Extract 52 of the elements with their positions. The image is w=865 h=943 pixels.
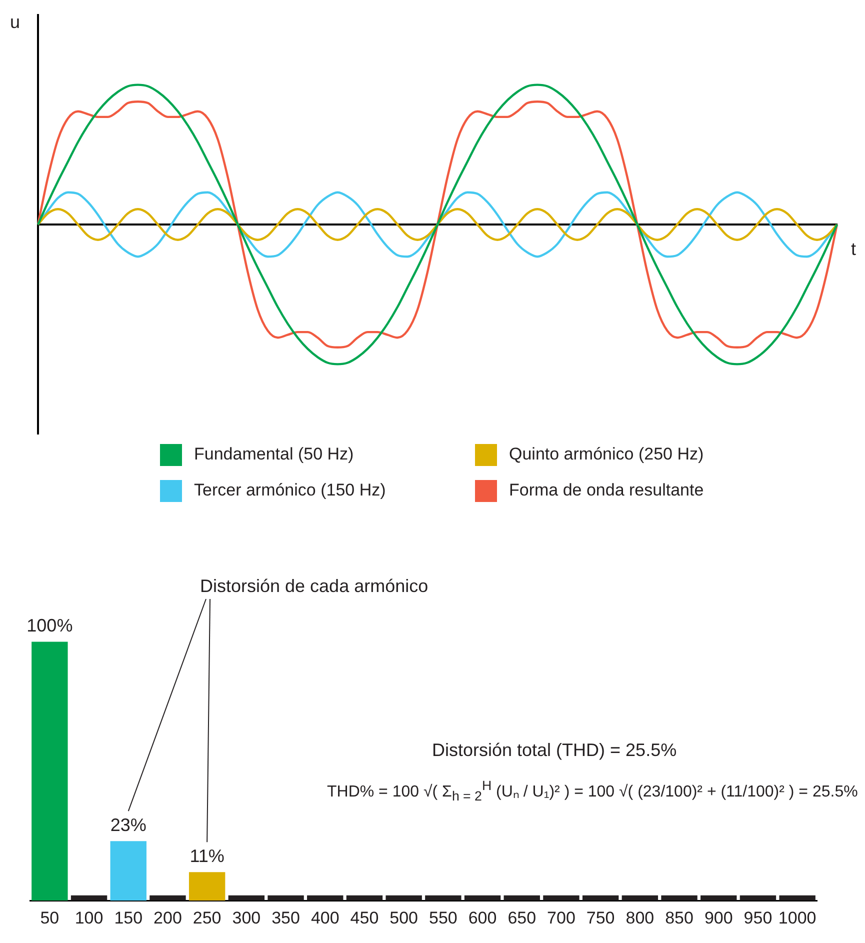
bar: [386, 895, 422, 901]
x-tick-label: 300: [232, 908, 261, 928]
bar: [32, 642, 68, 901]
x-tick-label: 700: [547, 908, 576, 928]
x-tick-label: 100: [74, 908, 104, 928]
bar: [464, 895, 501, 901]
bar: [779, 895, 816, 901]
x-tick-label: 1000: [778, 908, 816, 928]
annotation: THD% = 100 √( Σ$_{h = 2}$$^{H}$ (Uₙ / U₁)² ) = 100 √( (23/100)² + (11/100)² ) = 25.5%: [327, 778, 858, 804]
legend-label: Forma de onda resultante: [508, 480, 705, 502]
x-tick-label: 550: [428, 908, 458, 928]
bar: [228, 895, 265, 901]
bar: [661, 895, 698, 901]
x-tick-label: 400: [310, 908, 340, 928]
bar: [582, 895, 619, 901]
data-label: 100%: [26, 616, 73, 636]
x-tick-label: 500: [390, 908, 418, 928]
bar: [188, 872, 226, 901]
x-tick-label: 450: [350, 908, 379, 928]
bar: [268, 895, 304, 901]
bar: [150, 895, 186, 901]
y-axis-title: u: [10, 12, 20, 33]
x-tick-label: 200: [154, 908, 182, 928]
x-tick-label: 900: [704, 908, 733, 928]
bar: [700, 895, 737, 901]
bar: [504, 895, 540, 901]
bar: [622, 895, 658, 901]
x-tick-label: 150: [114, 908, 143, 928]
x-axis-title: t: [851, 238, 856, 260]
x-tick-label: 750: [586, 908, 615, 928]
x-tick-label: 50: [40, 908, 60, 928]
bar: [70, 895, 108, 901]
bar: [740, 895, 776, 901]
data-label: 23%: [110, 815, 146, 836]
bar: [307, 895, 344, 901]
bar: [543, 895, 580, 901]
x-tick-label: 600: [468, 908, 497, 928]
legend-label: Quinto armónico (250 Hz): [508, 444, 705, 466]
legend-label: Tercer armónico (150 Hz): [193, 480, 387, 502]
x-tick-label: 800: [626, 908, 654, 928]
bar: [110, 841, 146, 901]
x-tick-label: 250: [192, 908, 222, 928]
bar: [425, 895, 462, 901]
annotation: Distorsión total (THD) = 25.5%: [432, 740, 677, 761]
data-label: 11%: [190, 846, 224, 866]
bar: [346, 895, 383, 901]
x-tick-label: 650: [508, 908, 536, 928]
text: Distorsión de cada armónico: [200, 576, 428, 597]
x-tick-label: 850: [665, 908, 694, 928]
x-tick-label: 350: [272, 908, 300, 928]
legend-label: Fundamental (50 Hz): [193, 444, 355, 466]
x-tick-label: 950: [744, 908, 772, 928]
